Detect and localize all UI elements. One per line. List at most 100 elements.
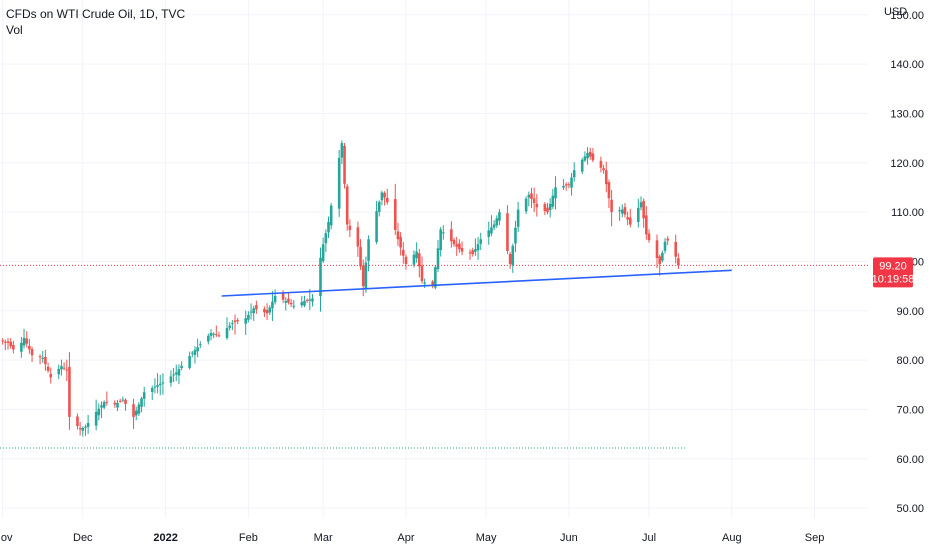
candle-down — [666, 236, 669, 246]
candle-down — [46, 362, 50, 373]
price-axis[interactable]: USD50.0060.0070.0080.0090.00100.00110.00… — [872, 6, 924, 515]
candle-body — [423, 282, 426, 284]
candle-up — [511, 243, 515, 273]
candle-up — [377, 200, 381, 217]
candle-down — [602, 164, 605, 174]
volume-indicator-label[interactable]: Vol — [6, 23, 23, 37]
candle-body — [268, 307, 272, 313]
candle-body — [300, 302, 304, 306]
candle-body — [658, 256, 661, 264]
candle-down — [289, 299, 293, 308]
price-tick-label: 70.00 — [896, 404, 924, 416]
candle-body — [60, 366, 63, 370]
candle-up — [94, 399, 98, 431]
candle-up — [300, 296, 304, 308]
candle-up — [102, 400, 106, 410]
candle-body — [132, 404, 135, 417]
candle-body — [215, 334, 218, 336]
candle-up — [327, 216, 330, 239]
candle-body — [116, 402, 119, 408]
candle-body — [420, 265, 424, 282]
candle-down — [30, 346, 34, 362]
candle-body — [12, 344, 15, 350]
candle-up — [225, 317, 229, 340]
candle-body — [645, 215, 648, 235]
candle-body — [137, 404, 141, 414]
candle-body — [287, 298, 290, 303]
candle-up — [158, 374, 162, 396]
candle-body — [38, 356, 42, 358]
candle-body — [434, 267, 437, 288]
time-tick-label: May — [476, 532, 497, 544]
candle-up — [516, 201, 520, 232]
candle-down — [677, 253, 680, 270]
candle-down — [655, 234, 659, 269]
currency-label[interactable]: USD — [884, 6, 907, 18]
price-tick-label: 120.00 — [890, 158, 924, 170]
candle-body — [169, 376, 173, 383]
candle-up — [150, 385, 154, 401]
candle-body — [236, 320, 239, 322]
support-trendline[interactable] — [221, 269, 732, 297]
candle-up — [172, 368, 175, 382]
candle-body — [180, 365, 183, 369]
candle-body — [639, 202, 643, 208]
candle-body — [385, 197, 389, 203]
candle-down — [348, 219, 352, 238]
time-axis[interactable]: Nov Dec 2022 Feb Mar Apr May Jun Jul Aug Sep — [0, 532, 824, 544]
candle-up — [249, 303, 253, 320]
candle-up — [639, 196, 643, 211]
candle-body — [265, 310, 269, 314]
candle-down — [236, 317, 239, 325]
candle-down — [359, 239, 362, 270]
candle-up — [562, 179, 565, 190]
candle-body — [124, 399, 127, 404]
candle-up — [412, 250, 416, 268]
trendline-layer[interactable] — [221, 269, 732, 297]
candle-body — [225, 328, 229, 339]
candle-up — [303, 295, 306, 308]
candle-body — [228, 325, 231, 328]
candle-body — [383, 192, 386, 198]
symbol-title[interactable]: CFDs on WTI Crude Oil, 1D, TVC — [6, 7, 186, 21]
candle-body — [623, 207, 627, 215]
time-tick-label: Nov — [0, 532, 13, 544]
price-tick-label: 50.00 — [896, 503, 924, 515]
candle-up — [41, 351, 45, 363]
candle-down — [265, 303, 269, 321]
candle-body — [586, 152, 589, 159]
candle-up — [364, 256, 368, 293]
candle-body — [6, 341, 10, 343]
candle-up — [244, 310, 248, 336]
candle-up — [572, 162, 576, 182]
candle-down — [588, 147, 592, 160]
candle-up — [308, 289, 312, 311]
time-tick-label: Apr — [397, 532, 414, 544]
candle-body — [244, 318, 248, 324]
candle-body — [134, 410, 138, 416]
candle-body — [142, 392, 146, 399]
candle-down — [535, 194, 539, 217]
candle-body — [308, 299, 312, 301]
candle-down — [567, 182, 571, 189]
candle-body — [118, 400, 122, 402]
candle-up — [284, 297, 288, 311]
candle-up — [637, 198, 640, 228]
candle-up — [60, 359, 63, 376]
candle-body — [655, 240, 659, 259]
candle-up — [476, 237, 480, 260]
candle-down — [508, 251, 512, 269]
candle-body — [471, 250, 475, 255]
candle-down — [78, 422, 82, 436]
candle-body — [86, 423, 90, 428]
candle-down — [383, 191, 386, 206]
candle-down — [132, 398, 135, 429]
candle-up — [527, 191, 531, 207]
candle-body — [607, 182, 611, 199]
candle-up — [663, 238, 667, 254]
candle-body — [57, 368, 61, 375]
candle-body — [647, 233, 651, 241]
